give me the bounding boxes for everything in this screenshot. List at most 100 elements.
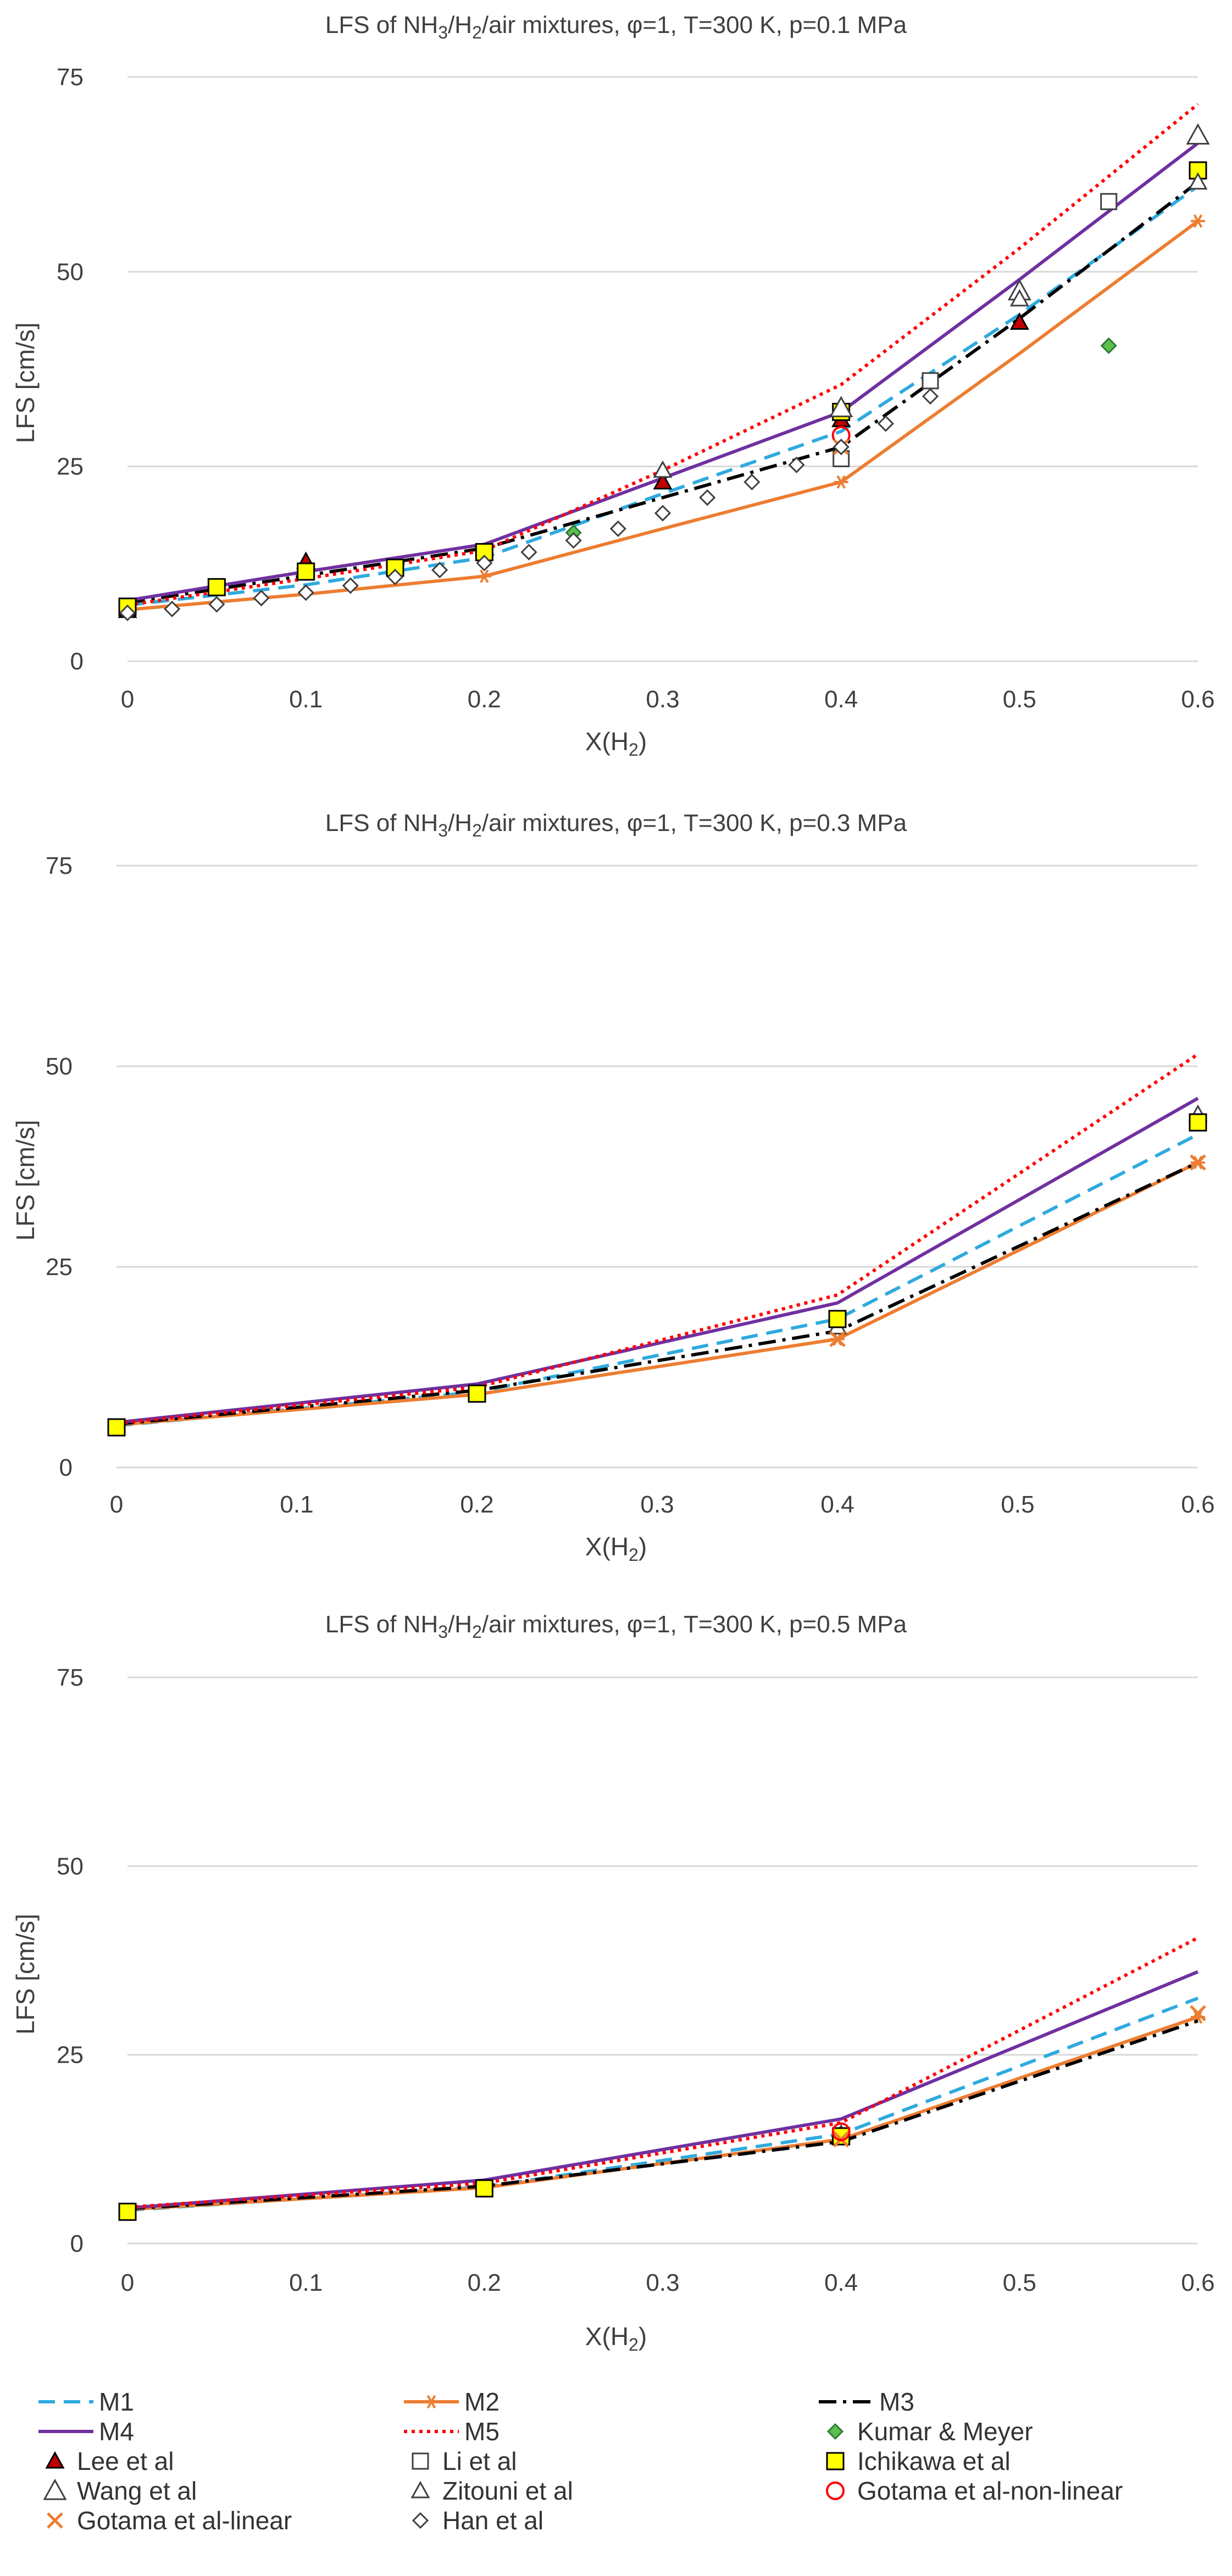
y-tick-label: 25 [57, 2042, 84, 2069]
legend-label: Kumar & Meyer [857, 2417, 1033, 2446]
data-point-han-et-al [342, 577, 359, 594]
x-axis-label: X(H2) [585, 727, 647, 760]
data-point-zitouni-et-al [653, 460, 673, 478]
legend-label: M2 [464, 2387, 500, 2416]
subscript: 2 [629, 2335, 639, 2355]
legend-entry-li-et-al: Li et al [412, 2447, 517, 2475]
text-part: LFS of NH [325, 1611, 438, 1638]
data-point-gotama-et-al-linear [829, 1331, 846, 1348]
series-line-m1 [116, 1133, 1199, 1428]
data-point-ichikawa-et-al [107, 1418, 126, 1437]
x-tick-label: 0.2 [460, 1491, 493, 1518]
data-point-lee-et-al [1009, 312, 1029, 330]
data-point-han-et-al [253, 590, 270, 607]
y-axis-label: LFS [cm/s] [11, 323, 40, 444]
y-tick-label: 50 [46, 1053, 73, 1080]
data-point-han-et-al [520, 544, 537, 561]
text-part: /air mixtures, φ=1, T=300 K, p=0.5 MPa [482, 1611, 907, 1638]
legend-marker-swatch [410, 2480, 430, 2499]
data-point-ichikawa-et-al [1189, 1113, 1207, 1132]
legend-label: M4 [99, 2417, 134, 2446]
y-tick-label: 0 [70, 2230, 84, 2257]
legend-label: Li et al [442, 2447, 517, 2475]
data-point-han-et-al [297, 584, 314, 601]
series-line-m1 [127, 1996, 1199, 2212]
text-part: X(H [585, 1532, 629, 1561]
text-part: /H [448, 12, 472, 38]
x-tick-label: 0.6 [1181, 2269, 1214, 2296]
x-stroke [1190, 1154, 1206, 1171]
x-tick-label: 0.3 [646, 2269, 679, 2296]
text-part: X(H [585, 2322, 629, 2351]
legend-marker-swatch [826, 2423, 844, 2440]
data-point-han-et-al [386, 568, 404, 586]
legend-marker-swatch [826, 2452, 845, 2470]
legend-entry-m2: M2 [404, 2387, 500, 2416]
legend-entry-han-et-al: Han et al [412, 2506, 543, 2535]
data-point-wang-et-al [1186, 123, 1210, 145]
text-part: ) [639, 2322, 647, 2351]
x-tick-label: 0.6 [1181, 1491, 1214, 1518]
data-point-wang-et-al [829, 396, 853, 418]
data-point-li-et-al [922, 372, 939, 390]
text-part: LFS of NH [325, 810, 438, 836]
subscript: 2 [472, 23, 482, 42]
x-tick-label: 0.2 [468, 686, 501, 713]
point-m2 [834, 475, 848, 489]
series-line-m5 [116, 1052, 1199, 1425]
x-tick-label: 0.1 [289, 2269, 323, 2296]
y-axis-label: LFS [cm/s] [11, 1120, 40, 1241]
subscript: 3 [438, 1622, 448, 1642]
subscript: 3 [438, 821, 448, 840]
legend-marker-swatch [826, 2481, 845, 2500]
chart-panel-1: LFS of NH3/H2/air mixtures, φ=1, T=300 K… [11, 12, 1215, 760]
data-point-li-et-al [1100, 193, 1118, 210]
legend-marker-swatch [424, 2395, 439, 2409]
y-axis-label: LFS [cm/s] [11, 1914, 40, 2035]
y-tick-label: 50 [57, 1853, 84, 1880]
legend-label: Zitouni et al [442, 2477, 573, 2505]
y-tick-label: 0 [70, 648, 84, 675]
data-point-ichikawa-et-al [468, 1384, 486, 1403]
data-point-gotama-et-al-linear [1190, 2005, 1206, 2021]
asterisk-stroke [836, 475, 846, 489]
x-tick-label: 0.4 [820, 1491, 854, 1518]
x-stroke [829, 1331, 846, 1348]
x-tick-label: 0.4 [824, 686, 858, 713]
legend-entry-ichikawa-et-al: Ichikawa et al [826, 2447, 1011, 2475]
y-tick-label: 50 [57, 258, 84, 285]
point-m2 [477, 569, 492, 583]
legend-entry-lee-et-al: Lee et al [45, 2447, 174, 2475]
y-tick-label: 75 [46, 852, 73, 879]
series-line-m4 [116, 1096, 1199, 1425]
x-axis-label: X(H2) [585, 1532, 647, 1565]
series-line-m4 [127, 1970, 1199, 2210]
subscript: 2 [472, 821, 482, 840]
data-point-han-et-al [609, 520, 626, 538]
data-point-han-et-al [788, 456, 805, 473]
x-tick-label: 0 [121, 2269, 134, 2296]
data-point-ichikawa-et-al [207, 578, 226, 596]
text-part: /H [448, 810, 472, 836]
data-point-ichikawa-et-al [297, 562, 315, 581]
y-tick-label: 25 [46, 1254, 73, 1281]
legend-marker-swatch [43, 2478, 67, 2500]
series-line-m5 [127, 1936, 1199, 2209]
text-part: ) [639, 1532, 647, 1561]
text-part: /H [448, 1611, 472, 1638]
legend-marker-swatch [412, 2452, 429, 2470]
text-part: ) [639, 727, 647, 756]
data-point-ichikawa-et-al [832, 2127, 851, 2146]
legend-label: Gotama et al-linear [77, 2506, 292, 2535]
legend-entry-gotama-et-al-linear: Gotama et al-linear [47, 2506, 292, 2535]
x-tick-label: 0.1 [289, 686, 323, 713]
text-part: /air mixtures, φ=1, T=300 K, p=0.3 MPa [482, 810, 907, 836]
subscript: 2 [629, 740, 639, 760]
legend-entry-wang-et-al: Wang et al [43, 2477, 197, 2505]
data-point-ichikawa-et-al [828, 1310, 847, 1328]
data-point-zitouni-et-al [1009, 289, 1029, 307]
data-point-ichikawa-et-al [475, 2179, 493, 2198]
legend-entry-zitouni-et-al: Zitouni et al [410, 2477, 573, 2505]
data-point-han-et-al [208, 596, 225, 613]
